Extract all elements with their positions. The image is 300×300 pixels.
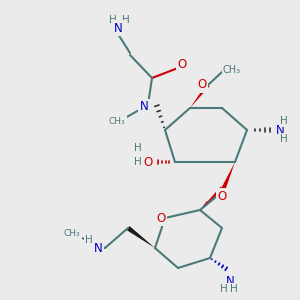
- Text: O: O: [177, 58, 187, 70]
- Text: H: H: [134, 157, 142, 167]
- Text: N: N: [226, 275, 234, 288]
- Text: CH₃: CH₃: [109, 118, 125, 127]
- Text: H: H: [109, 15, 117, 25]
- Polygon shape: [200, 187, 224, 210]
- Polygon shape: [127, 226, 155, 248]
- Text: O: O: [156, 212, 166, 224]
- Text: N: N: [276, 124, 285, 136]
- Polygon shape: [190, 84, 210, 108]
- Text: O: O: [143, 155, 153, 169]
- Text: CH₃: CH₃: [223, 65, 241, 75]
- Text: H: H: [220, 284, 228, 294]
- Text: CH₃: CH₃: [64, 230, 80, 238]
- Text: H: H: [134, 143, 142, 153]
- Text: N: N: [94, 242, 103, 254]
- Text: H: H: [85, 235, 93, 245]
- Polygon shape: [220, 162, 235, 193]
- Text: H: H: [280, 134, 288, 144]
- Text: O: O: [197, 79, 207, 92]
- Text: H: H: [122, 15, 130, 25]
- Text: N: N: [140, 100, 148, 113]
- Text: O: O: [218, 190, 226, 202]
- Text: H: H: [280, 116, 288, 126]
- Text: H: H: [230, 284, 238, 294]
- Polygon shape: [200, 201, 209, 210]
- Text: N: N: [114, 22, 122, 34]
